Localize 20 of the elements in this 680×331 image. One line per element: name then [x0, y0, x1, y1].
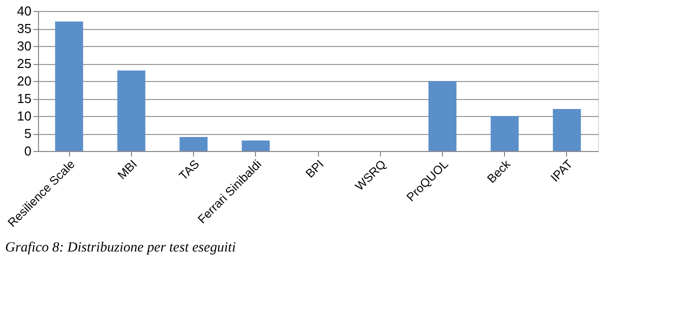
x-tick-label: MBI: [114, 157, 140, 182]
y-tick-label: 30: [17, 38, 32, 54]
bar: [428, 81, 456, 151]
y-tick-label: 15: [17, 91, 32, 106]
bar: [552, 109, 581, 151]
y-tick-label: 5: [24, 126, 32, 141]
bar: [490, 116, 519, 151]
x-tick-label: TAS: [176, 157, 202, 183]
bar: [117, 70, 146, 151]
y-tick-label: 10: [17, 108, 32, 124]
x-tick-label: BPI: [302, 157, 326, 181]
y-tick-label: 25: [17, 56, 32, 71]
y-tick-label: 0: [24, 144, 32, 158]
bar: [55, 22, 84, 151]
y-tick-label: 20: [17, 74, 32, 88]
bar: [242, 140, 270, 151]
text: Grafico 8: Distribuzione per test eseguiti: [5, 240, 236, 256]
bar: [180, 137, 208, 151]
y-tick-label: 40: [17, 4, 32, 18]
y-tick-label: 35: [17, 21, 32, 36]
